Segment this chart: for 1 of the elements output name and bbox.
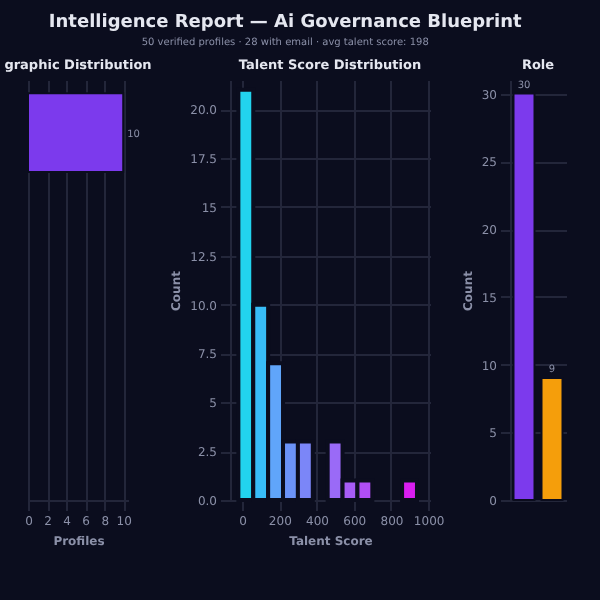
text: Intelligence Report — Ai Governance Blueprint <box>48 12 523 33</box>
